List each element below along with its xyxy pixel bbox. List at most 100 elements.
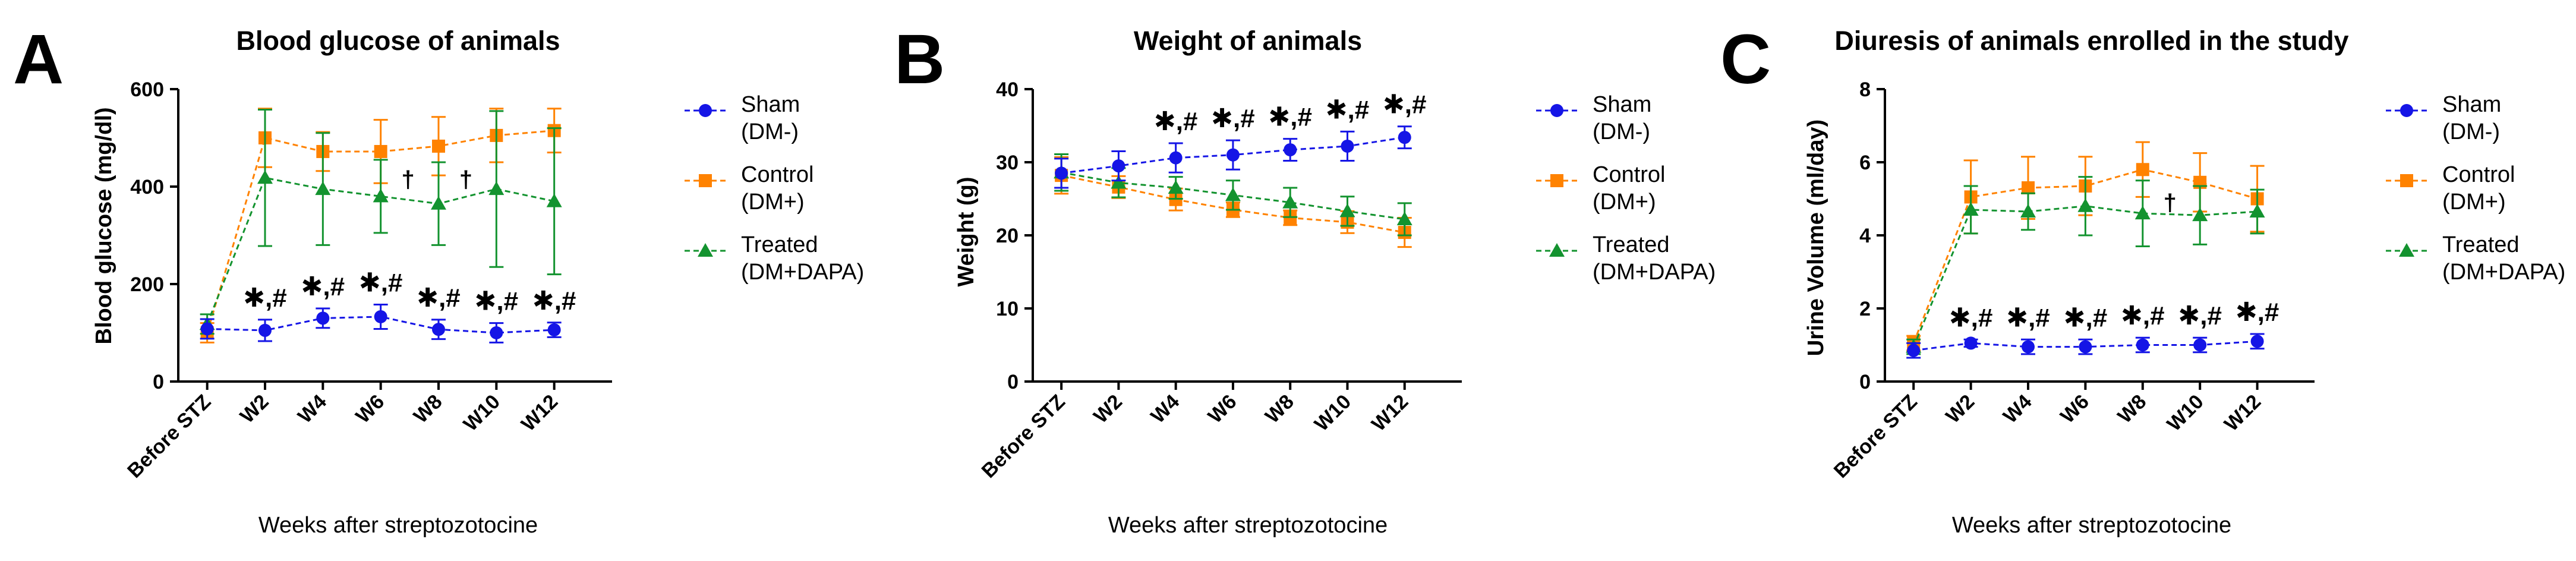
significance-mark: ✱,# <box>532 286 576 316</box>
x-tick-label: W8 <box>409 390 447 428</box>
x-tick-label: W10 <box>459 390 505 436</box>
data-point <box>1169 151 1183 165</box>
y-tick-label: 10 <box>996 298 1019 320</box>
legend-triangle-icon <box>1549 243 1565 257</box>
y-tick-label: 0 <box>1007 371 1019 393</box>
data-point <box>1226 148 1240 162</box>
panel-letter-a: A <box>13 20 64 99</box>
data-point <box>1225 187 1241 201</box>
x-tick-label: W6 <box>2056 390 2093 428</box>
legend-sublabel: (DM-) <box>2442 119 2500 144</box>
legend-sublabel: (DM+) <box>1593 190 1656 215</box>
data-point <box>257 170 273 184</box>
panel-a-title: Blood glucose of animals <box>236 26 560 56</box>
panel-a-legend: Sham(DM-) Control (DM+) Treated (DM+DAPA) <box>685 92 864 285</box>
x-tick-label: W12 <box>517 390 562 436</box>
legend-sublabel: (DM-) <box>741 119 799 144</box>
legend-label: Treated <box>1593 232 1670 257</box>
panel-a: A Blood glucose of animals Blood glucose… <box>13 20 864 538</box>
panel-c-plot: 0 2 4 6 8 Before STZ W2 W4 W6 W8 W10 W12 ✱,# ✱,# ✱,# ✱,… <box>1830 78 2315 483</box>
data-point <box>258 323 272 337</box>
legend-square-icon <box>2400 174 2413 187</box>
series-sham <box>1054 125 1412 189</box>
data-point <box>431 196 446 210</box>
data-point <box>2079 340 2092 354</box>
significance-mark: ✱,# <box>1949 303 1993 332</box>
significance-mark: ✱,# <box>2178 301 2222 330</box>
series-sham <box>200 303 562 343</box>
legend-item-treated: Treated (DM+DAPA) <box>1536 232 1716 285</box>
panel-a-y-label: Blood glucose (mg/dl) <box>92 108 116 345</box>
x-tick-label: W6 <box>1204 390 1241 428</box>
panel-b-legend: Sham(DM-) Control (DM+) Treated (DM+DAPA) <box>1536 92 1716 285</box>
legend-label: Sham <box>2442 92 2501 117</box>
panel-b-x-label: Weeks after streptozotocine <box>1108 513 1388 538</box>
legend-item-control: Control (DM+) <box>685 162 814 215</box>
legend-label: Control <box>741 162 814 187</box>
x-tick-label: W10 <box>1310 390 1355 436</box>
legend-item-sham: Sham(DM-) <box>2386 92 2501 144</box>
legend-sublabel: (DM+) <box>741 190 805 215</box>
data-point <box>2193 338 2207 352</box>
x-tick-label: W2 <box>1089 390 1127 428</box>
legend-sublabel: (DM-) <box>1593 119 1650 144</box>
significance-mark: ✱,# <box>2121 301 2165 330</box>
significance-mark: ✱,# <box>2236 298 2279 327</box>
data-point <box>1398 131 1411 144</box>
data-point <box>2136 163 2149 177</box>
panel-b-title: Weight of animals <box>1134 26 1362 56</box>
x-tick-label: Before STZ <box>978 390 1070 483</box>
x-tick-label: W6 <box>351 390 389 428</box>
data-point <box>2020 204 2036 218</box>
panel-b-plot: 0 10 20 30 40 Before STZ W2 W4 W6 W8 W10 W12 ✱,# ✱,# ✱… <box>978 78 1462 483</box>
significance-mark: ✱,# <box>475 287 519 316</box>
y-tick-label: 0 <box>153 371 164 393</box>
data-point <box>546 193 562 207</box>
x-tick-label: W2 <box>1941 390 1979 428</box>
significance-mark: ✱,# <box>417 283 461 313</box>
dagger-mark: † <box>402 167 415 193</box>
data-point <box>1168 180 1184 194</box>
y-tick-label: 200 <box>130 273 164 296</box>
panel-c-y-label: Urine Volume (ml/day) <box>1803 119 1828 356</box>
x-tick-label: W2 <box>236 390 273 428</box>
data-point <box>1111 175 1127 189</box>
significance-mark: ✱,# <box>301 272 345 301</box>
significance-mark: ✱,# <box>359 268 403 297</box>
x-tick-label: W12 <box>1367 390 1412 436</box>
data-point <box>2134 206 2151 220</box>
data-point <box>315 181 331 196</box>
data-point <box>2022 340 2035 354</box>
data-point <box>1964 336 1978 350</box>
legend-triangle-icon <box>2399 243 2414 257</box>
data-point <box>1963 201 1979 216</box>
data-point <box>2192 207 2208 222</box>
panel-b-y-label: Weight (g) <box>954 177 979 286</box>
data-point <box>1396 211 1412 225</box>
significance-mark: ✱,# <box>243 283 287 313</box>
y-tick-label: 6 <box>1859 152 1871 174</box>
legend-label: Sham <box>741 92 800 117</box>
data-point <box>1341 139 1354 153</box>
legend-item-control: Control (DM+) <box>2386 162 2515 215</box>
panel-a-plot: 0 200 400 600 Before STZ W2 W4 W6 W8 W10 W12 ✱,# ✱,#… <box>123 78 612 483</box>
legend-label: Control <box>1593 162 1666 187</box>
panel-c-title: Diuresis of animals enrolled in the stud… <box>1834 26 2348 56</box>
legend-item-sham: Sham(DM-) <box>1536 92 1651 144</box>
y-tick-label: 4 <box>1859 225 1871 247</box>
x-tick-label: W8 <box>2114 390 2151 428</box>
data-point <box>374 144 387 158</box>
legend-sublabel: (DM+DAPA) <box>741 260 864 285</box>
significance-mark: ✱,# <box>2064 303 2108 332</box>
data-point <box>1339 203 1355 218</box>
dagger-mark: † <box>2164 190 2177 216</box>
dagger-mark: † <box>459 167 472 193</box>
panel-letter-b: B <box>894 20 945 99</box>
legend-label: Treated <box>741 232 818 257</box>
data-point <box>1907 343 1921 357</box>
significance-mark: ✱,# <box>1154 107 1198 136</box>
legend-label: Sham <box>1593 92 1651 117</box>
y-tick-label: 8 <box>1859 78 1871 101</box>
y-tick-label: 600 <box>130 78 164 101</box>
